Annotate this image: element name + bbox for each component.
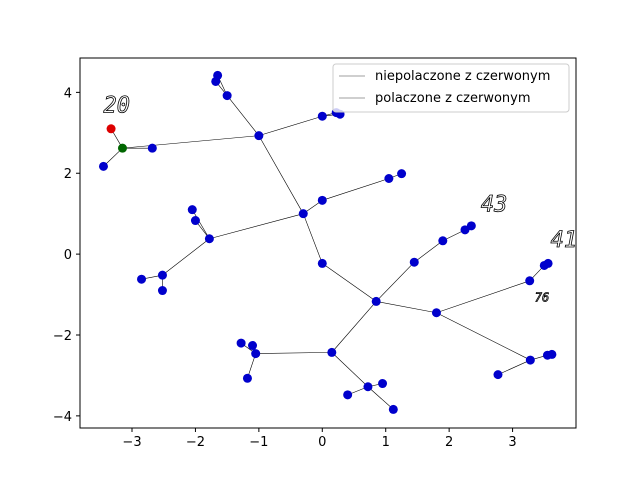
graph-node-red (106, 124, 116, 134)
graph-edge (436, 280, 530, 314)
graph-node (397, 169, 407, 179)
graph-node (317, 258, 327, 268)
graph-node (371, 296, 381, 306)
graph-node (317, 195, 327, 205)
graph-edge (322, 263, 377, 302)
graph-edge (367, 386, 394, 410)
x-tick-label: −2 (186, 435, 205, 450)
graph-node (384, 174, 394, 184)
graph-node (254, 131, 264, 141)
graph-node (438, 236, 448, 246)
graph-node (317, 111, 327, 121)
axis-ticks: −3 −2 −1 0 1 2 3 −4 −2 0 2 4 (53, 86, 517, 450)
graph-node (547, 349, 557, 359)
x-tick-label: 3 (508, 435, 516, 450)
graph-edge (255, 352, 332, 354)
graph-edge (414, 240, 443, 263)
graph-node (236, 338, 246, 348)
graph-edge (258, 115, 323, 136)
x-tick-label: 1 (382, 435, 390, 450)
graph-edge (376, 301, 437, 314)
graph-node (466, 221, 476, 231)
graph-node (137, 274, 147, 284)
annotation-label: 43 (481, 193, 508, 218)
graph-node (431, 308, 441, 318)
graph-node (222, 91, 232, 101)
graph-node-green (117, 143, 127, 153)
graph-edge (322, 178, 389, 201)
graph-nodes (98, 70, 557, 414)
graph-edge (497, 359, 531, 375)
legend-label-polaczone: polaczone z czerwonym (375, 91, 531, 106)
graph-node (363, 382, 373, 392)
graph-node (298, 209, 308, 219)
legend-box (332, 63, 570, 113)
graph-node (204, 234, 214, 244)
y-tick-label: 0 (64, 248, 72, 263)
graph-node (378, 379, 388, 389)
graph-edge (226, 95, 260, 136)
graph-edge (331, 352, 369, 387)
y-tick-label: 2 (64, 167, 72, 182)
x-tick-label: −1 (249, 435, 268, 450)
graph-node (327, 347, 337, 357)
annotation-label: 20 (103, 94, 130, 119)
axes-frame (79, 57, 577, 429)
graph-node (187, 205, 197, 215)
graph-node (409, 257, 419, 267)
graph-node (248, 341, 258, 351)
graph-node (543, 258, 553, 268)
graph-node (211, 76, 221, 86)
graph-node (98, 161, 108, 171)
graph-node (242, 373, 252, 383)
annotation-label: 41 (551, 228, 578, 253)
graph-edge (436, 312, 531, 361)
graph-node (525, 276, 535, 286)
x-tick-label: 0 (318, 435, 326, 450)
graph-edge (375, 261, 415, 302)
graph-node (388, 404, 398, 414)
x-tick-label: −3 (122, 435, 141, 450)
graph-node (251, 349, 261, 359)
graph-node (157, 286, 167, 296)
graph-edges (103, 75, 552, 410)
graph-node (343, 390, 353, 400)
graph-edge (209, 213, 304, 240)
legend: niepolaczone z czerwonym polaczone z cze… (332, 63, 570, 113)
graph-node (190, 216, 200, 226)
legend-label-niepolaczone: niepolaczone z czerwonym (375, 69, 550, 84)
y-tick-label: −4 (53, 410, 72, 425)
graph-edge (331, 301, 377, 353)
y-tick-label: −2 (53, 329, 72, 344)
graph-edge (192, 209, 210, 239)
x-tick-label: 2 (445, 435, 453, 450)
y-tick-label: 4 (64, 86, 72, 101)
graph-edge (122, 135, 259, 149)
annotation-label: 76 (535, 290, 549, 304)
graph-node (525, 355, 535, 365)
graph-node (493, 370, 503, 380)
graph-node (157, 270, 167, 280)
graph-edge (162, 238, 210, 276)
graph-node (147, 143, 157, 153)
graph-edge (302, 213, 323, 264)
graph-edge (258, 135, 304, 214)
handwritten-annotations: 20 43 41 76 (103, 93, 578, 305)
